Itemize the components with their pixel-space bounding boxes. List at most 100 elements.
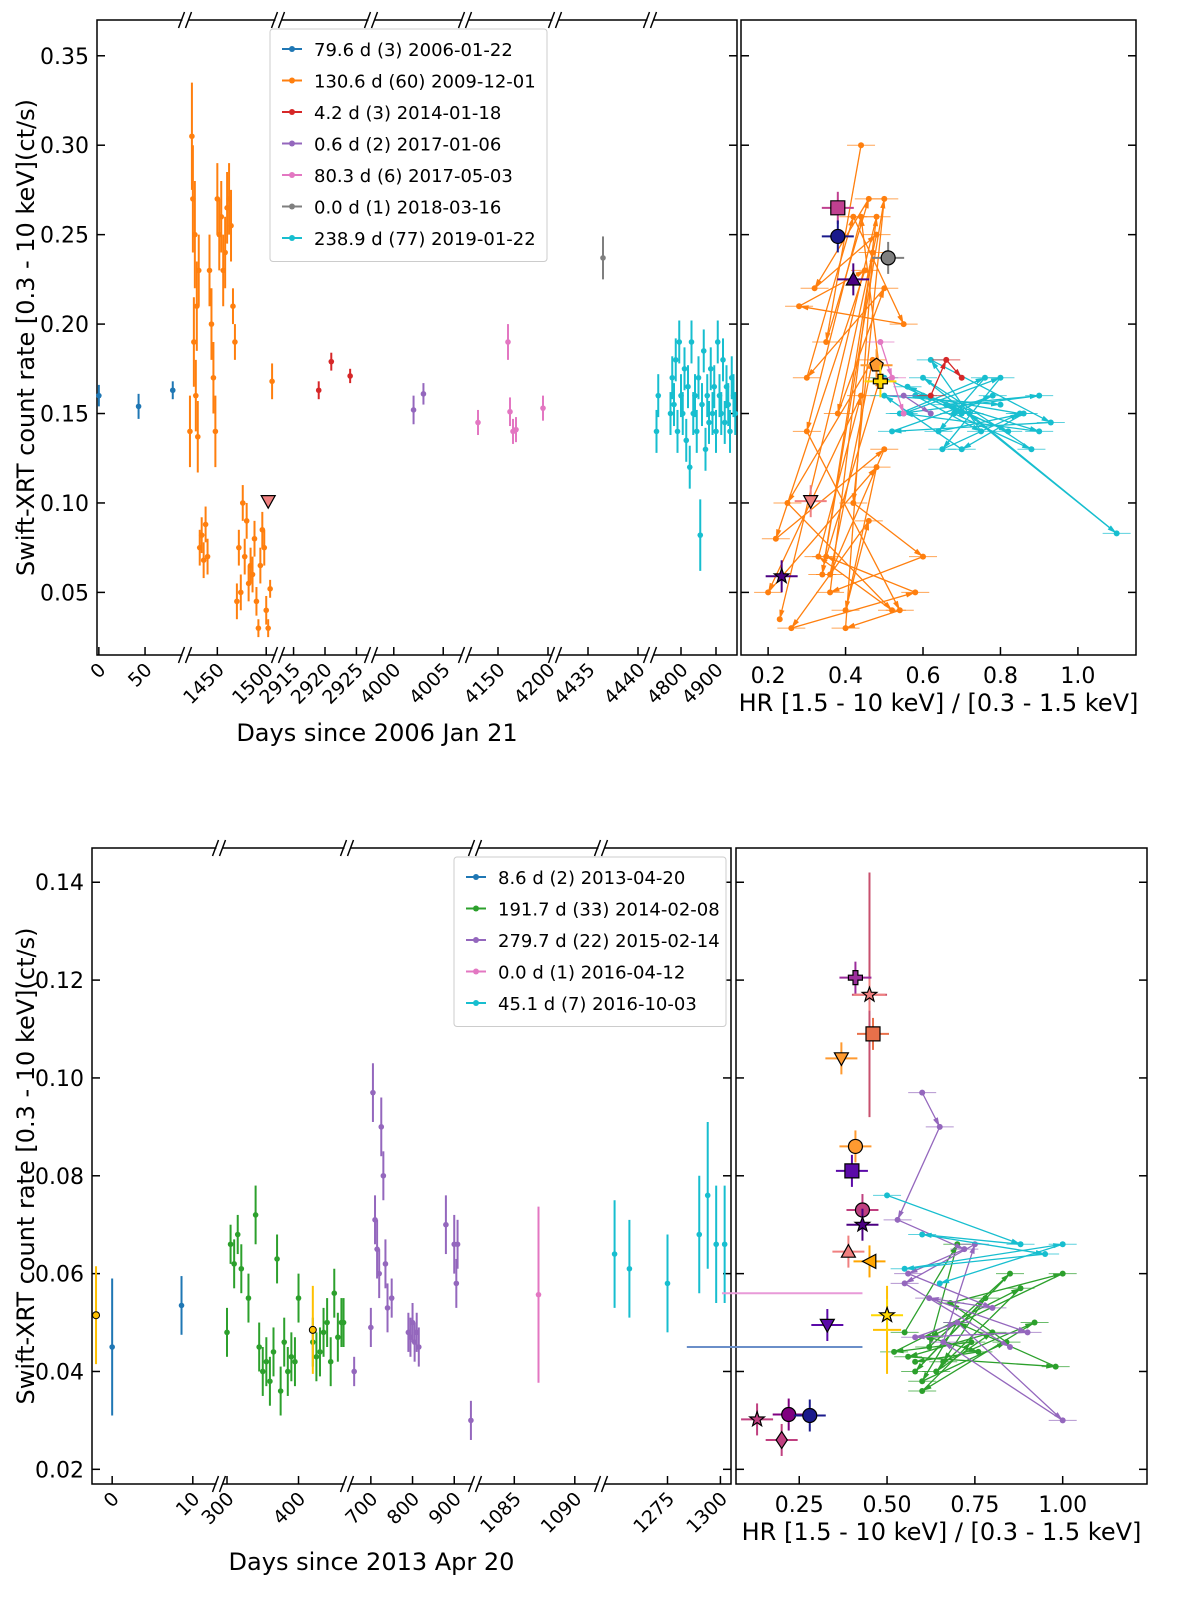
data-point bbox=[420, 391, 427, 397]
data-point bbox=[683, 437, 690, 444]
axis-break-gap-bottom bbox=[552, 647, 559, 663]
x-axis-label: Days since 2006 Jan 21 bbox=[236, 719, 517, 747]
hr-point bbox=[881, 195, 888, 202]
hr-track-arrow bbox=[775, 448, 885, 540]
data-point bbox=[388, 1295, 395, 1301]
hr-track-arrow bbox=[961, 412, 1025, 450]
legend-marker bbox=[289, 140, 295, 147]
hr-point bbox=[850, 499, 857, 506]
data-point bbox=[692, 392, 698, 399]
hr-track-arrow bbox=[821, 198, 885, 575]
axis-break-mark bbox=[211, 1475, 220, 1493]
y-axis-label: Swift-XRT count rate [0.3 - 10 keV](ct/s… bbox=[12, 928, 40, 1405]
xtick-label: 1300 bbox=[682, 1488, 732, 1538]
hr-point bbox=[858, 142, 865, 149]
hr-track-arrow bbox=[938, 412, 1024, 433]
legend-marker bbox=[289, 235, 295, 241]
ytick-label: 0.02 bbox=[35, 1458, 84, 1483]
data-point bbox=[198, 532, 205, 538]
axis-break-gap-top bbox=[368, 12, 375, 28]
hr-track-arrow bbox=[939, 1243, 1063, 1285]
hr-point bbox=[1024, 1329, 1031, 1336]
data-point bbox=[600, 255, 606, 261]
data-point bbox=[718, 410, 725, 417]
axis-break-mark bbox=[177, 11, 186, 29]
axis-break-gap-top bbox=[216, 840, 223, 856]
data-point bbox=[194, 433, 201, 440]
data-point bbox=[324, 1319, 330, 1326]
data-point bbox=[249, 571, 256, 578]
hr-track-arrow bbox=[825, 377, 882, 557]
hr-track-arrow bbox=[883, 395, 963, 450]
axis-break-gap-bottom bbox=[368, 647, 375, 663]
data-point bbox=[231, 1261, 237, 1267]
legend-box bbox=[269, 28, 548, 262]
data-point bbox=[711, 383, 718, 390]
data-point bbox=[241, 553, 248, 560]
data-point bbox=[671, 401, 677, 408]
axis-break-mark bbox=[464, 646, 473, 664]
hr-point bbox=[865, 195, 872, 202]
legend-label: 238.9 d (77) 2019-01-22 bbox=[314, 229, 536, 250]
hr-point bbox=[982, 1295, 989, 1302]
axis-break-gap-bottom bbox=[344, 1476, 351, 1492]
x-axis-label: HR [1.5 - 10 keV] / [0.3 - 1.5 keV] bbox=[742, 1518, 1142, 1546]
data-point bbox=[700, 348, 707, 354]
legend-box bbox=[453, 856, 727, 1027]
special-marker bbox=[802, 495, 819, 510]
hr-track-arrow bbox=[904, 1282, 1011, 1348]
data-point bbox=[212, 428, 219, 435]
xtick-label: 1085 bbox=[476, 1488, 526, 1538]
hr-point bbox=[896, 607, 903, 614]
data-point bbox=[178, 1302, 185, 1309]
hr-point bbox=[788, 625, 795, 632]
hr-point bbox=[881, 392, 888, 399]
ytick-label: 0.05 bbox=[40, 581, 89, 606]
hr-point bbox=[881, 446, 888, 453]
axis-break-mark bbox=[642, 646, 651, 664]
data-point bbox=[415, 1344, 422, 1350]
hr-track-arrow bbox=[818, 556, 893, 611]
ytick-label: 0.10 bbox=[35, 1067, 84, 1092]
special-marker bbox=[872, 373, 888, 389]
data-point bbox=[688, 339, 695, 345]
data-point bbox=[195, 267, 202, 274]
axis-break-mark bbox=[554, 646, 563, 664]
special-marker bbox=[830, 228, 846, 245]
hr-point bbox=[873, 213, 880, 220]
data-point bbox=[674, 428, 681, 435]
data-point bbox=[713, 1241, 719, 1248]
hr-point bbox=[939, 446, 946, 453]
axis-break-gap-bottom bbox=[182, 647, 189, 663]
xtick-label: 4200 bbox=[510, 659, 560, 709]
data-point bbox=[238, 1265, 245, 1272]
xtick-label: 0 bbox=[100, 1488, 124, 1512]
data-point bbox=[453, 1280, 460, 1287]
hr-track-arrowhead bbox=[892, 428, 902, 434]
data-point bbox=[327, 1358, 334, 1365]
hr-track-arrow bbox=[928, 1273, 1063, 1338]
hr-point bbox=[905, 1353, 912, 1360]
data-point bbox=[277, 1388, 284, 1394]
axis-break-mark bbox=[474, 839, 483, 857]
hr-point bbox=[827, 589, 834, 596]
plot-frame bbox=[740, 19, 1137, 656]
hr-point bbox=[900, 392, 907, 399]
special-marker bbox=[860, 985, 879, 1003]
data-point bbox=[222, 249, 228, 256]
hr-point bbox=[865, 517, 872, 524]
data-point bbox=[697, 532, 704, 538]
hr-track-arrow bbox=[921, 1321, 1035, 1392]
hr-track-arrow bbox=[903, 377, 1001, 415]
hr-track-arrow bbox=[907, 1273, 993, 1309]
axis-break-mark bbox=[467, 1475, 476, 1493]
data-point bbox=[263, 1358, 270, 1365]
data-point bbox=[210, 374, 217, 381]
data-point bbox=[376, 1270, 382, 1277]
data-point bbox=[236, 544, 242, 551]
data-point bbox=[256, 1344, 262, 1350]
hr-track-arrow bbox=[806, 216, 854, 378]
xtick-label: 4005 bbox=[405, 659, 455, 709]
hr-track-arrowhead bbox=[930, 359, 939, 370]
